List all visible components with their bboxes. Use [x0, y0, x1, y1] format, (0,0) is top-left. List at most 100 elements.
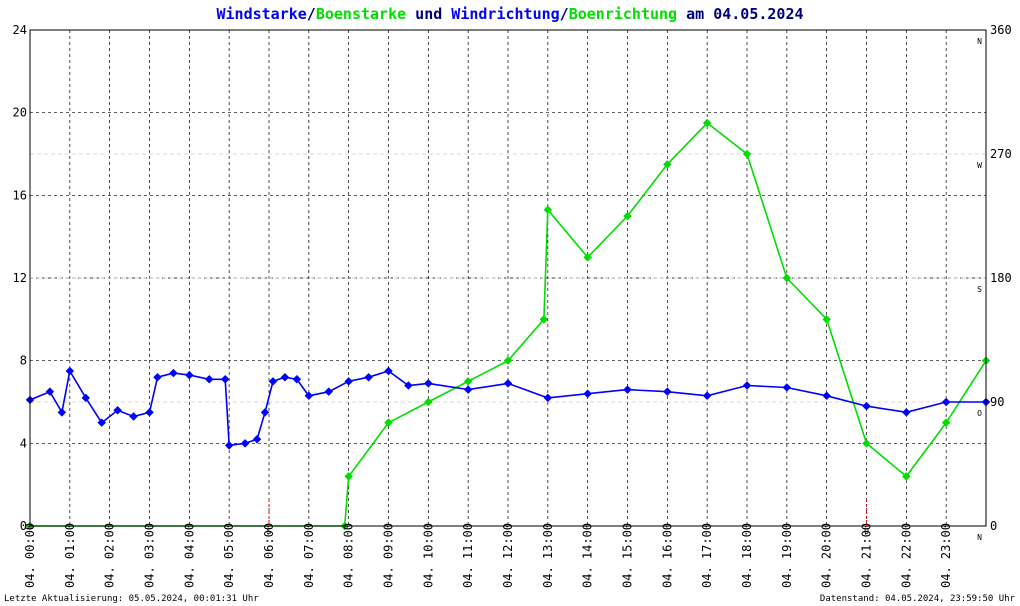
data-point: [292, 375, 302, 384]
data-point: [145, 408, 154, 417]
y-left-tick-label: 4: [20, 436, 27, 450]
direction-letter: S: [977, 285, 982, 294]
data-point: [862, 439, 871, 448]
data-point: [240, 439, 250, 448]
data-point: [862, 401, 871, 411]
data-point: [129, 412, 138, 421]
data-point: [81, 393, 91, 403]
x-tick-label: 04. 00:00: [23, 523, 37, 588]
title-sep-2: /: [560, 5, 569, 23]
data-point: [782, 383, 792, 392]
data-point: [742, 381, 752, 390]
data-point: [822, 391, 831, 401]
y-axis-left: 0 4 8 12 16 20 24: [13, 23, 27, 533]
x-tick-label: 04. 10:00: [421, 523, 435, 588]
x-tick-label: 04. 17:00: [700, 523, 714, 588]
y-right-tick-label: 270: [990, 147, 1012, 161]
data-point: [902, 472, 911, 481]
x-tick-label: 04. 08:00: [342, 523, 356, 588]
data-point: [220, 375, 230, 384]
data-point: [153, 372, 162, 382]
x-tick-label: 04. 04:00: [182, 523, 196, 588]
data-point: [252, 434, 262, 444]
data-point: [344, 377, 353, 386]
data-point: [304, 391, 314, 401]
footer-last-update: Letzte Aktualisierung: 05.05.2024, 00:01…: [4, 594, 259, 604]
x-tick-label: 04. 16:00: [660, 523, 674, 588]
data-point: [205, 375, 214, 384]
y-left-tick-label: 24: [13, 23, 27, 37]
x-tick-label: 04. 03:00: [143, 523, 157, 588]
data-point: [902, 408, 911, 417]
y-left-tick-label: 20: [13, 106, 27, 120]
y-right-tick-label: 90: [990, 395, 1004, 409]
footer-data-status: Datenstand: 04.05.2024, 23:59:50 Uhr: [820, 594, 1016, 604]
x-tick-label: 04. 14:00: [581, 523, 595, 588]
data-point: [260, 408, 270, 417]
x-tick-label: 04. 12:00: [501, 523, 515, 588]
x-tick-label: 04. 23:00: [939, 523, 953, 588]
data-point: [503, 356, 513, 365]
y-left-tick-label: 0: [20, 519, 27, 533]
data-point: [463, 377, 473, 386]
x-tick-label: 04. 09:00: [382, 523, 396, 588]
data-point: [364, 372, 373, 382]
series-line: [30, 121, 987, 527]
data-point: [941, 418, 951, 427]
title-boenstarke: Boenstarke: [316, 5, 406, 23]
x-tick-label: 04. 11:00: [461, 523, 475, 588]
x-tick-label: 04. 15:00: [621, 523, 635, 588]
data-point: [384, 366, 393, 376]
data-point: [280, 372, 290, 382]
data-point: [782, 273, 792, 283]
direction-letter: W: [977, 161, 982, 170]
data-point: [169, 368, 178, 378]
data-point: [463, 385, 473, 394]
y-right-tick-label: 0: [990, 519, 997, 533]
data-point: [623, 385, 632, 394]
data-point: [45, 387, 55, 396]
x-tick-label: 04. 07:00: [302, 523, 316, 588]
data-point: [65, 366, 75, 376]
data-point: [224, 441, 234, 450]
x-tick-label: 04. 05:00: [222, 523, 236, 588]
y-left-tick-label: 16: [13, 188, 27, 202]
direction-letter: N: [977, 533, 982, 542]
data-point: [113, 406, 122, 415]
data-point: [324, 387, 333, 396]
title-und: und: [406, 5, 451, 23]
data-point: [57, 408, 67, 417]
data-point: [583, 389, 592, 398]
title-sep-1: /: [307, 5, 316, 23]
data-point: [344, 472, 353, 481]
data-point: [663, 387, 672, 396]
title-boenrichtung: Boenrichtung: [569, 5, 677, 23]
title-windstarke: Windstarke: [216, 5, 306, 23]
data-point: [185, 370, 194, 380]
data-point: [822, 315, 831, 324]
title-windrichtung: Windrichtung: [451, 5, 559, 23]
x-tick-label: 04. 18:00: [740, 523, 754, 588]
series-windrichtung: [25, 366, 991, 450]
x-tick-label: 04. 02:00: [103, 523, 117, 588]
data-point: [539, 315, 549, 324]
event-marker-label: U: [864, 527, 869, 536]
direction-letter: O: [977, 409, 982, 418]
x-axis: 04. 00:00 04. 01:00 04. 02:00 04. 03:00 04. …: [23, 523, 953, 588]
data-point: [702, 391, 712, 401]
x-tick-label: 04. 21:00: [860, 523, 874, 588]
title-date: am 04.05.2024: [677, 5, 803, 23]
y-right-tick-label: 360: [990, 23, 1012, 37]
data-point: [424, 379, 433, 388]
event-marker-label: S: [267, 527, 272, 536]
data-point: [424, 397, 433, 407]
data-point: [404, 381, 413, 390]
direction-letter: N: [977, 37, 982, 46]
data-point: [941, 397, 951, 407]
y-left-tick-label: 12: [13, 271, 27, 285]
x-tick-label: 04. 20:00: [820, 523, 834, 588]
data-point: [268, 377, 278, 386]
